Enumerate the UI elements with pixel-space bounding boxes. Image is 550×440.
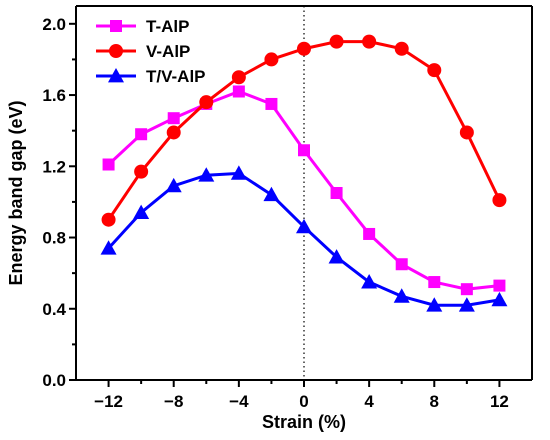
data-point-triangle	[458, 297, 475, 312]
x-tick-label: 12	[490, 392, 509, 411]
y-tick-label: 2.0	[42, 15, 66, 34]
x-tick-label: −4	[229, 392, 249, 411]
data-point-circle	[134, 164, 149, 179]
data-point-circle	[427, 63, 442, 78]
data-point-circle	[199, 95, 214, 110]
legend-label: T/V-AlP	[146, 67, 206, 86]
y-tick-label: 0.4	[42, 300, 66, 319]
x-tick-label: 4	[364, 392, 374, 411]
legend-item-v-alp: V-AlP	[96, 42, 190, 61]
data-point-triangle	[230, 165, 247, 180]
x-tick-label: −8	[164, 392, 183, 411]
series-t-alp	[102, 85, 506, 296]
legend-item-t-alp: T-AlP	[96, 17, 189, 36]
y-tick-label: 0.0	[42, 371, 66, 390]
data-point-square	[363, 227, 376, 240]
series-v-alp	[101, 34, 507, 227]
y-tick-label: 1.2	[42, 157, 66, 176]
data-point-square	[232, 85, 245, 98]
data-point-square	[102, 158, 115, 171]
data-point-triangle	[296, 218, 312, 234]
data-point-square	[428, 276, 441, 289]
data-point-triangle	[165, 177, 182, 193]
data-point-circle	[166, 125, 181, 140]
x-tick-label: −12	[94, 392, 123, 411]
data-point-triangle	[100, 240, 117, 255]
data-point-triangle	[328, 249, 345, 264]
data-point-triangle	[426, 297, 443, 312]
data-point-circle	[459, 125, 474, 140]
x-tick-label: 0	[299, 392, 308, 411]
legend-marker-triangle	[108, 68, 124, 83]
data-point-square	[330, 187, 343, 199]
legend-marker-square	[110, 20, 122, 32]
y-tick-label: 0.8	[42, 229, 66, 248]
data-point-circle	[329, 34, 344, 49]
data-point-square	[493, 279, 506, 292]
y-axis-title: Energy band gap (eV)	[6, 100, 26, 285]
data-point-circle	[264, 52, 279, 67]
data-point-triangle	[361, 274, 378, 289]
data-point-circle	[362, 34, 377, 49]
data-point-circle	[492, 193, 507, 208]
data-point-triangle	[198, 167, 215, 182]
data-point-square	[135, 128, 148, 141]
x-axis-title: Strain (%)	[262, 412, 346, 432]
data-point-triangle	[263, 186, 280, 202]
data-point-triangle	[133, 204, 150, 219]
data-point-triangle	[491, 291, 508, 307]
legend-marker-circle	[109, 44, 123, 58]
data-point-circle	[297, 41, 311, 56]
data-point-triangle	[393, 288, 410, 303]
data-point-circle	[394, 41, 409, 56]
y-tick-label: 1.6	[42, 86, 66, 105]
x-tick-label: 8	[430, 392, 439, 411]
legend-item-t-v-alp: T/V-AlP	[96, 67, 206, 86]
data-point-circle	[231, 70, 246, 85]
data-point-circle	[101, 212, 116, 227]
data-point-square	[167, 112, 180, 125]
legend-label: T-AlP	[146, 17, 189, 36]
data-point-square	[460, 283, 473, 296]
legend-label: V-AlP	[146, 42, 190, 61]
data-point-square	[395, 258, 408, 271]
data-point-square	[265, 97, 278, 110]
data-point-square	[298, 144, 310, 157]
series-t-v-alp	[100, 165, 508, 312]
